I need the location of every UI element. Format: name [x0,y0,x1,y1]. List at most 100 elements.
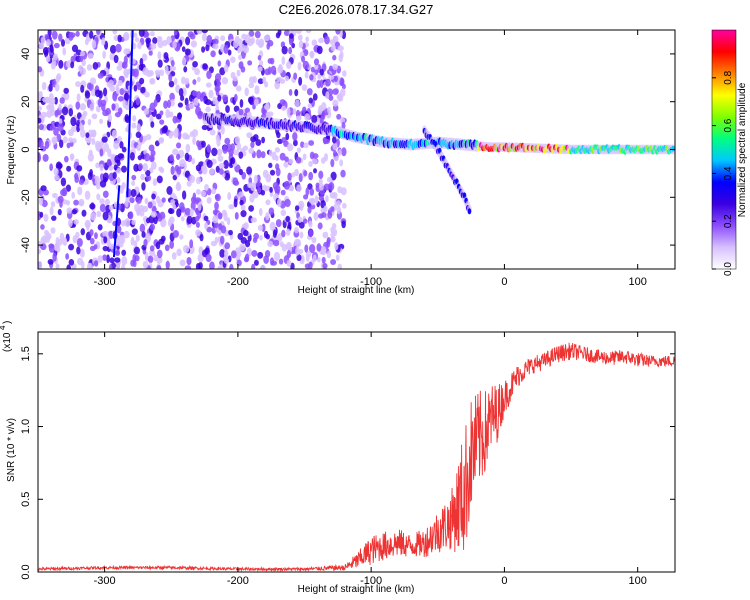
heatmap-cell [203,215,209,221]
heatmap-cell [195,215,200,222]
heatmap-cell [99,198,105,205]
heatmap-cell [156,265,162,269]
heatmap-cell [294,99,300,108]
y-tick-label: -20 [20,189,32,205]
heatmap-cell [57,208,62,216]
heatmap-cell [335,30,341,35]
heatmap-cell [250,136,257,143]
heatmap-cell [336,200,341,207]
heatmap-cell [234,212,239,220]
heatmap-cell [246,166,253,175]
heatmap-cell [279,78,286,84]
heatmap-cell [305,187,310,197]
heatmap-cell [114,257,121,263]
heatmap-cell [94,176,99,186]
heatmap-cell [62,47,67,56]
heatmap-cell [142,260,149,269]
heatmap-cell [79,67,87,76]
heatmap-cell [121,146,127,153]
heatmap-cell [99,180,107,188]
heatmap-cell [140,173,145,181]
heatmap-cell [94,89,101,98]
heatmap-cell [256,149,262,159]
heatmap-cell [77,186,83,196]
heatmap-cell [79,122,83,131]
heatmap-cell [201,165,206,173]
heatmap-cell [48,83,53,92]
heatmap-cell [42,46,49,56]
colorbar-tick-label: 0.0 [723,262,734,276]
heatmap-cell [290,185,295,192]
heatmap-cell [255,139,262,146]
heatmap-cell [334,155,339,162]
heatmap-cell [257,251,264,259]
heatmap-cell [313,211,319,221]
heatmap-cell [157,51,162,60]
y-tick-label: 1.0 [20,419,32,434]
x-tick-label: -300 [94,575,116,587]
x-tick-label: -200 [227,276,249,288]
heatmap-cell [165,260,170,269]
heatmap-cell [222,94,229,103]
heatmap-cell [53,167,59,176]
heatmap-cell [298,76,303,86]
heatmap-cell [184,48,191,56]
heatmap-cell [197,253,204,263]
heatmap-cell [38,66,43,73]
heatmap-cell [253,174,258,184]
chart-title: C2E6.2026.078.17.34.G27 [279,2,434,17]
heatmap-cell [187,31,194,38]
heatmap-cell [151,193,156,200]
heatmap-cell [321,256,326,264]
heatmap-cell [137,83,141,91]
heatmap-cell [184,97,189,106]
heatmap-cell [75,30,80,37]
heatmap-cell [194,68,200,76]
heatmap-cell [297,216,303,223]
heatmap-cell [267,66,272,75]
heatmap-cell [331,191,338,199]
heatmap-cell [265,212,270,221]
heatmap-cell [317,222,323,230]
heatmap-cell [214,73,222,83]
colorbar-gradient [711,29,737,270]
heatmap-cell [233,180,240,186]
heatmap-cell [47,258,54,265]
heatmap-cell [252,237,258,243]
heatmap-cell [62,237,68,246]
heatmap-cell [113,140,120,150]
heatmap-cell [264,185,271,192]
heatmap-cell [172,229,179,238]
heatmap-cell [130,189,137,198]
heatmap-cell [81,209,87,217]
heatmap-cell [312,153,319,159]
heatmap-cell [197,143,202,151]
heatmap-cell [176,142,182,149]
heatmap-cell [112,30,118,35]
heatmap-cell [148,144,155,152]
heatmap-cell [129,197,135,204]
heatmap-cell [149,78,154,85]
heatmap-cell [135,196,142,204]
heatmap-cell [40,185,47,192]
x-tick-label: 100 [629,276,647,288]
heatmap-cell [131,174,137,181]
heatmap-cell [337,263,343,269]
heatmap-cell [114,154,121,164]
heatmap-cell [192,79,197,85]
heatmap-cell [292,108,297,115]
heatmap-cell [89,102,95,112]
top-y-axis: -40 -20 0 20 40 [20,48,675,253]
x-tick-label: -300 [94,276,116,288]
heatmap-cell [38,117,42,124]
colorbar-ticks: 0.0 0.2 0.4 0.6 0.8 [712,70,734,276]
heatmap-cell [290,262,295,269]
heatmap-cell [80,50,85,57]
heatmap-cell [70,116,77,127]
heatmap-cell [179,95,185,102]
heatmap-cell [186,180,192,187]
heatmap-cell [269,57,275,65]
heatmap-cell [51,60,57,66]
heatmap-cell [338,53,343,63]
